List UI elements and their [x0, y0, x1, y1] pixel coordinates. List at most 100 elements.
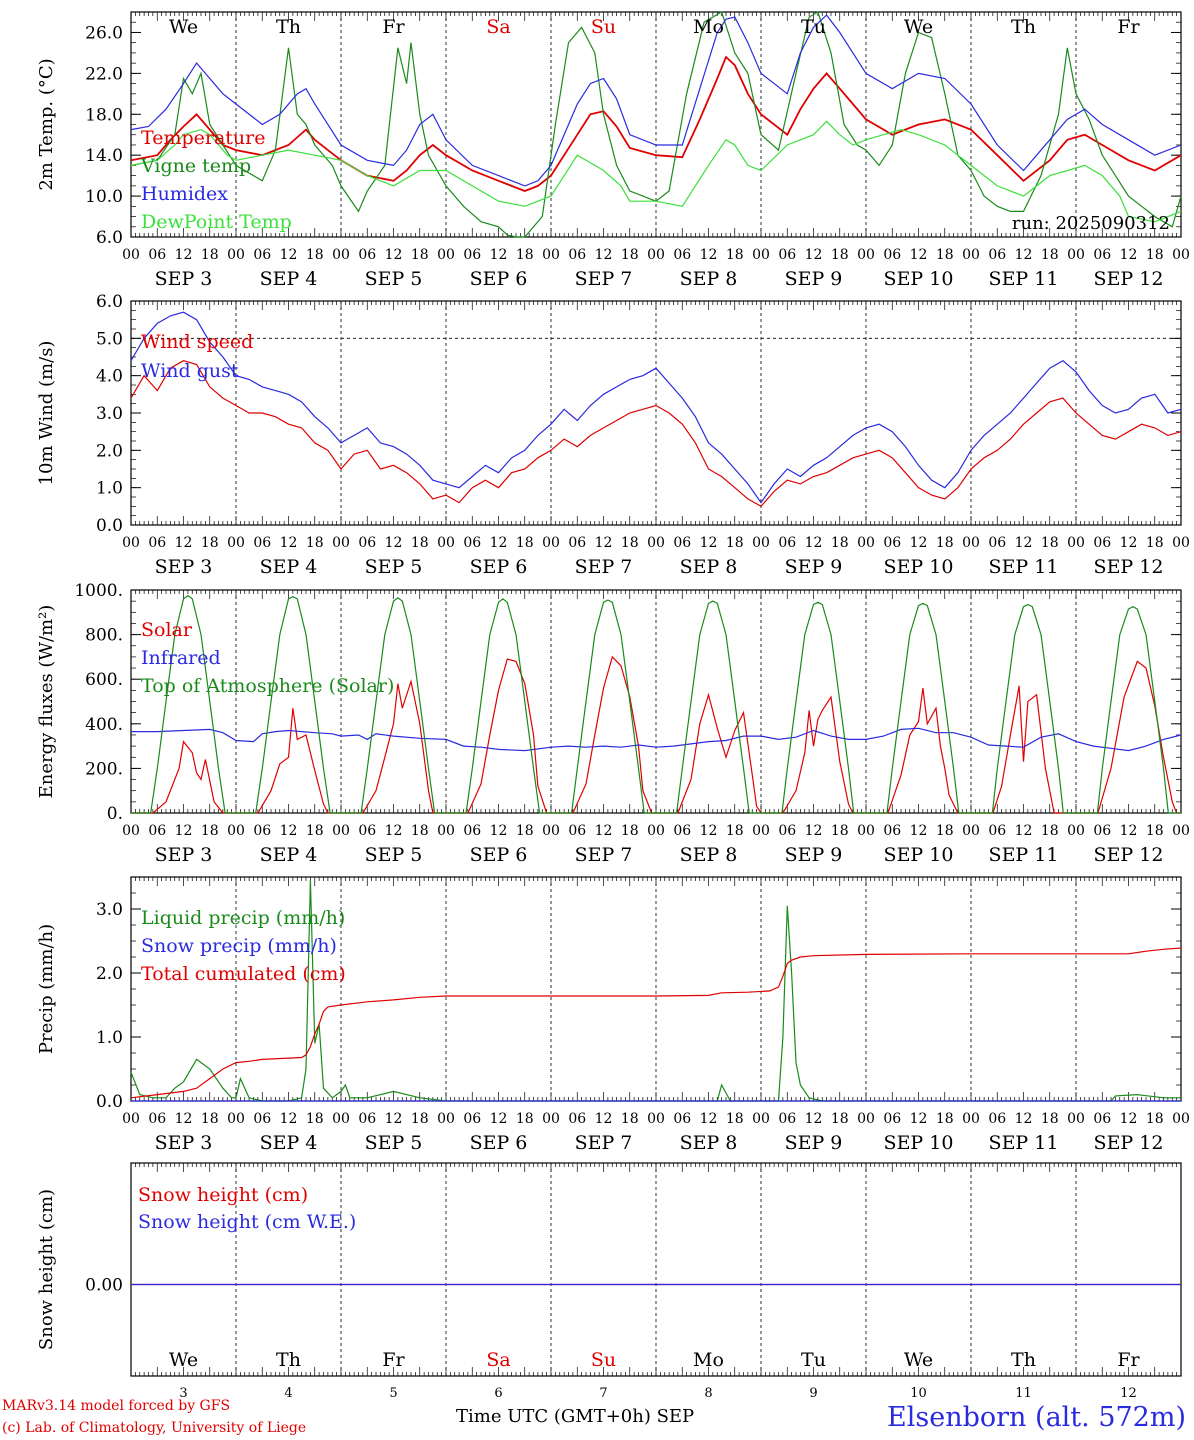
y-tick-label: 1.0 [96, 1028, 123, 1048]
legend-item: DewPoint Temp [141, 211, 292, 233]
x-tick-label: 00 [437, 1111, 455, 1127]
x-tick-label: 12 [490, 1111, 508, 1127]
x-tick-label: 06 [568, 1111, 586, 1127]
date-label: SEP 9 [785, 268, 843, 290]
x-tick-label: 18 [831, 823, 849, 839]
x-tick-label: 12 [385, 247, 403, 263]
x-tick-label: 00 [1067, 823, 1085, 839]
date-label: SEP 10 [884, 844, 954, 866]
x-tick-label: 00 [542, 535, 560, 551]
y-tick-label: 3.0 [96, 404, 123, 424]
y-tick-label: 200. [85, 759, 123, 779]
x-tick-label: 06 [358, 823, 376, 839]
x-tick-label: 00 [857, 535, 875, 551]
y-tick-label: 0.0 [96, 1092, 123, 1112]
x-tick-label: 18 [1146, 247, 1164, 263]
date-label: SEP 7 [575, 1132, 633, 1154]
weekday-label: Fr [382, 16, 405, 38]
x-tick-label: 18 [621, 1111, 639, 1127]
day-number-label: 4 [284, 1386, 292, 1401]
date-label: SEP 10 [884, 268, 954, 290]
x-tick-label: 12 [910, 823, 928, 839]
x-tick-label: 06 [253, 823, 271, 839]
x-tick-label: 00 [962, 823, 980, 839]
x-tick-label: 06 [988, 823, 1006, 839]
x-tick-label: 00 [962, 247, 980, 263]
date-label: SEP 10 [884, 556, 954, 578]
x-tick-label: 12 [595, 535, 613, 551]
weekday-label: Su [591, 1349, 616, 1371]
day-number-label: 9 [809, 1386, 817, 1401]
x-tick-label: 06 [778, 1111, 796, 1127]
x-tick-label: 00 [1067, 247, 1085, 263]
x-tick-label: 06 [673, 535, 691, 551]
date-label: SEP 9 [785, 1132, 843, 1154]
x-tick-label: 18 [621, 247, 639, 263]
x-tick-label: 06 [778, 247, 796, 263]
x-tick-label: 00 [437, 535, 455, 551]
x-tick-label: 00 [122, 535, 140, 551]
x-tick-label: 00 [332, 247, 350, 263]
x-tick-label: 06 [358, 1111, 376, 1127]
plot-frame [130, 300, 1182, 526]
date-label: SEP 10 [884, 1132, 954, 1154]
weekday-label: Fr [1117, 16, 1140, 38]
date-label: SEP 9 [785, 556, 843, 578]
x-tick-label: 18 [831, 247, 849, 263]
x-tick-label: 12 [805, 823, 823, 839]
date-label: SEP 3 [155, 1132, 213, 1154]
x-tick-label: 12 [910, 535, 928, 551]
date-label: SEP 4 [260, 1132, 318, 1154]
date-label: SEP 4 [260, 556, 318, 578]
x-tick-label: 06 [673, 247, 691, 263]
y-axis-label: Precip (mm/h) [36, 924, 57, 1054]
x-tick-label: 12 [490, 535, 508, 551]
x-tick-label: 06 [568, 823, 586, 839]
x-tick-label: 18 [831, 1111, 849, 1127]
x-tick-label: 12 [490, 823, 508, 839]
series-liquid-precip-mm-h- [130, 880, 1181, 1102]
x-tick-label: 06 [463, 247, 481, 263]
x-tick-label: 18 [516, 823, 534, 839]
station-name: Elsenborn (alt. 572m) [887, 1402, 1186, 1433]
legend-item: Solar [141, 619, 193, 641]
x-tick-label: 06 [358, 247, 376, 263]
x-tick-label: 06 [883, 823, 901, 839]
x-tick-label: 12 [595, 1111, 613, 1127]
y-axis-label: Snow height (cm) [36, 1189, 57, 1350]
date-label: SEP 5 [365, 556, 423, 578]
x-tick-label: 00 [332, 823, 350, 839]
x-tick-label: 06 [358, 535, 376, 551]
x-tick-label: 06 [253, 1111, 271, 1127]
x-tick-label: 18 [201, 823, 219, 839]
x-tick-label: 18 [411, 535, 429, 551]
x-tick-label: 18 [411, 823, 429, 839]
x-tick-label: 18 [1041, 535, 1059, 551]
x-tick-label: 00 [1172, 1111, 1190, 1127]
x-tick-label: 06 [568, 535, 586, 551]
x-tick-label: 00 [962, 535, 980, 551]
x-tick-label: 00 [752, 535, 770, 551]
x-tick-label: 18 [1146, 823, 1164, 839]
x-tick-label: 18 [306, 823, 324, 839]
x-tick-label: 18 [1041, 823, 1059, 839]
y-tick-label: 0. [107, 804, 123, 824]
x-tick-label: 18 [1041, 247, 1059, 263]
day-number-label: 12 [1120, 1386, 1137, 1401]
x-tick-label: 06 [988, 1111, 1006, 1127]
x-tick-label: 18 [726, 535, 744, 551]
x-tick-label: 00 [122, 1111, 140, 1127]
day-number-label: 3 [179, 1386, 187, 1401]
x-tick-label: 12 [700, 823, 718, 839]
y-tick-label: 4.0 [96, 367, 123, 387]
x-tick-label: 06 [148, 823, 166, 839]
plot-frame [130, 589, 1182, 814]
x-tick-label: 00 [857, 247, 875, 263]
legend-item: Snow height (cm W.E.) [138, 1211, 356, 1233]
x-tick-label: 18 [936, 535, 954, 551]
x-tick-label: 00 [1172, 535, 1190, 551]
x-tick-label: 12 [910, 1111, 928, 1127]
date-label: SEP 3 [155, 268, 213, 290]
date-label: SEP 7 [575, 556, 633, 578]
weekday-label: We [169, 1349, 198, 1371]
